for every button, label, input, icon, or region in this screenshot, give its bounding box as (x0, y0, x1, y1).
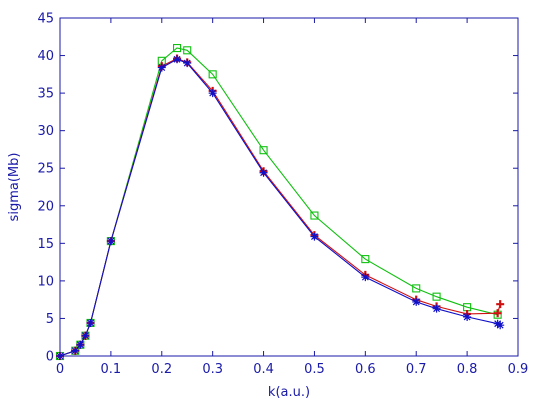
y-axis-ticks: 0 5 10 15 20 25 30 35 40 45 (37, 12, 518, 365)
data-point-square (183, 46, 192, 55)
y-tick-label: 45 (37, 12, 54, 27)
plot-area (59, 17, 519, 357)
y-tick-label: 35 (37, 87, 54, 102)
data-point-asterisk (361, 273, 370, 282)
x-tick-label: 0.5 (304, 362, 325, 377)
data-point-asterisk (183, 59, 192, 68)
y-tick-label: 15 (37, 237, 54, 252)
data-point-asterisk (157, 63, 166, 72)
y-tick-label: 5 (46, 312, 54, 327)
data-point-square (172, 43, 182, 53)
y-axis-label: sigma(Mb) (7, 153, 22, 222)
data-point-asterisk (56, 352, 64, 360)
x-tick-label: 0.7 (406, 362, 427, 377)
data-point-asterisk (310, 232, 319, 241)
data-point-asterisk (76, 340, 85, 349)
data-point-asterisk (81, 331, 90, 340)
data-point-plus (493, 309, 502, 318)
x-tick-label: 0.6 (355, 362, 376, 377)
data-point-asterisk (71, 346, 80, 355)
data-point-asterisk (432, 304, 441, 313)
data-point-square (361, 255, 370, 264)
x-tick-label: 0.4 (253, 362, 274, 377)
y-tick-label: 20 (37, 199, 54, 214)
x-axis-label: k(a.u.) (268, 385, 310, 400)
series-asterisk (56, 55, 505, 360)
series-layer (55, 43, 505, 361)
x-axis-ticks: 0 0.1 0.2 0.3 0.4 0.5 0.6 0.7 0.8 0.9 (56, 18, 528, 377)
data-point-asterisk (173, 55, 182, 64)
x-tick-label: 0.1 (101, 362, 122, 377)
x-tick-label: 0.9 (508, 362, 529, 377)
data-point-plus (496, 300, 505, 309)
data-point-asterisk (208, 89, 217, 98)
data-point-square (432, 292, 441, 301)
y-tick-label: 30 (37, 124, 54, 139)
data-point-asterisk (412, 297, 421, 306)
data-point-asterisk (106, 237, 115, 246)
x-tick-label: 0.3 (202, 362, 223, 377)
y-tick-label: 0 (46, 350, 54, 365)
data-point-square (208, 70, 217, 79)
y-tick-label: 10 (37, 274, 54, 289)
data-point-asterisk (86, 318, 95, 327)
data-point-asterisk (463, 312, 472, 321)
data-point-asterisk (259, 168, 268, 177)
data-point-asterisk (493, 319, 502, 328)
data-point-square (412, 284, 421, 293)
x-tick-label: 0.2 (151, 362, 172, 377)
y-tick-label: 25 (37, 162, 54, 177)
data-point-square (310, 211, 319, 220)
y-tick-label: 40 (37, 49, 54, 64)
x-tick-label: 0.8 (457, 362, 478, 377)
data-point-asterisk (496, 321, 505, 330)
data-point-square (259, 146, 268, 155)
x-tick-label: 0 (56, 362, 64, 377)
